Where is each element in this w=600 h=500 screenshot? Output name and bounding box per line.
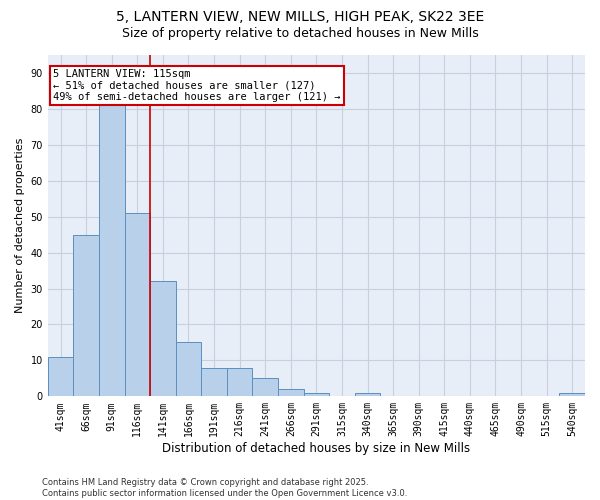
Bar xyxy=(150,282,176,397)
X-axis label: Distribution of detached houses by size in New Mills: Distribution of detached houses by size … xyxy=(163,442,470,455)
Bar xyxy=(227,368,253,396)
Bar xyxy=(201,368,227,396)
Bar xyxy=(48,357,73,397)
Text: Contains HM Land Registry data © Crown copyright and database right 2025.
Contai: Contains HM Land Registry data © Crown c… xyxy=(42,478,407,498)
Bar xyxy=(304,392,329,396)
Bar xyxy=(176,342,201,396)
Text: 5 LANTERN VIEW: 115sqm
← 51% of detached houses are smaller (127)
49% of semi-de: 5 LANTERN VIEW: 115sqm ← 51% of detached… xyxy=(53,68,341,102)
Text: Size of property relative to detached houses in New Mills: Size of property relative to detached ho… xyxy=(122,28,478,40)
Y-axis label: Number of detached properties: Number of detached properties xyxy=(15,138,25,314)
Bar xyxy=(278,389,304,396)
Bar xyxy=(99,98,125,396)
Bar xyxy=(73,234,99,396)
Text: 5, LANTERN VIEW, NEW MILLS, HIGH PEAK, SK22 3EE: 5, LANTERN VIEW, NEW MILLS, HIGH PEAK, S… xyxy=(116,10,484,24)
Bar xyxy=(355,392,380,396)
Bar xyxy=(559,392,585,396)
Bar xyxy=(125,213,150,396)
Bar xyxy=(253,378,278,396)
